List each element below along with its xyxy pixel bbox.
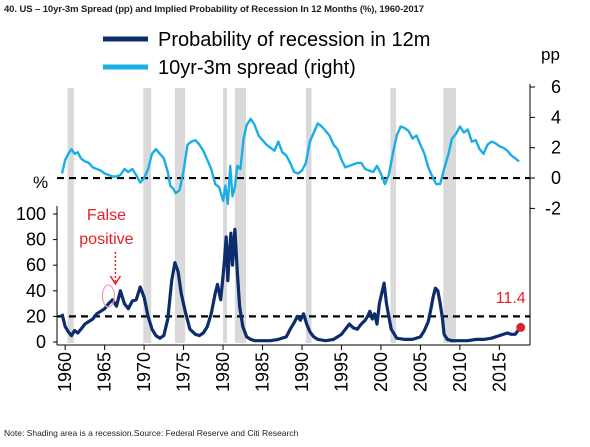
x-tick-label: 2015	[489, 352, 509, 392]
left-tick-label: 40	[26, 281, 46, 301]
left-tick-label: 60	[26, 255, 46, 275]
series-lines	[60, 117, 521, 343]
recession-shading	[67, 88, 456, 343]
x-tick-label: 1975	[174, 352, 194, 392]
recession-band	[234, 88, 246, 343]
recession-probability-line	[60, 227, 521, 343]
legend: Probability of recession in 12m 10yr-3m s…	[103, 29, 430, 79]
x-tick-label: 1980	[213, 352, 233, 392]
recession-band	[443, 88, 456, 343]
annotation-label: positive	[79, 231, 133, 248]
left-tick-label: 100	[16, 204, 46, 224]
annotation-arrowhead	[109, 275, 122, 286]
recession-band	[305, 88, 312, 343]
left-tick-label: 0	[36, 332, 46, 352]
legend-label: Probability of recession in 12m	[158, 29, 430, 51]
recession-band	[143, 88, 152, 343]
chart-title: 40. US – 10yr-3m Spread (pp) and Implied…	[4, 4, 424, 15]
spread-line	[60, 117, 520, 206]
x-tick-label: 1965	[95, 352, 115, 392]
legend-label: 10yr-3m spread (right)	[158, 57, 356, 79]
x-tick-label: 2000	[371, 352, 391, 392]
recession-band	[223, 88, 227, 343]
right-tick-label: 0	[551, 168, 561, 188]
right-tick-label: -2	[545, 198, 561, 218]
left-tick-label: 20	[26, 306, 46, 326]
x-tick-label: 1970	[134, 352, 154, 392]
latest-value-label: 11.4	[496, 290, 526, 307]
recession-band	[390, 88, 396, 343]
annotation-label: False	[87, 207, 126, 224]
recession-band	[67, 88, 74, 343]
x-tick-label: 2010	[450, 352, 470, 392]
latest-point	[516, 322, 526, 332]
reference-lines	[57, 176, 530, 318]
right-tick-label: 2	[551, 138, 561, 158]
recession-band	[174, 88, 186, 343]
annotation-circle	[101, 284, 116, 308]
x-tick-label: 1960	[55, 352, 75, 392]
footnote: Note: Shading area is a recession.Source…	[4, 428, 299, 438]
x-tick-label: 1990	[292, 352, 312, 392]
right-tick-label: 6	[551, 77, 561, 97]
right-axis-unit: pp	[541, 45, 560, 64]
x-tick-label: 1985	[253, 352, 273, 392]
right-tick-label: 4	[551, 107, 561, 127]
annotations: False positive 11.4	[79, 207, 526, 332]
x-tick-label: 1995	[331, 352, 351, 392]
axes: 0 20 40 60 80 100% -2 0 2 4 6 pp 1960 1965 1970 1975 198…	[16, 45, 561, 392]
left-axis-unit: %	[33, 173, 48, 192]
left-tick-label: 80	[26, 230, 46, 250]
x-tick-label: 2005	[410, 352, 430, 392]
